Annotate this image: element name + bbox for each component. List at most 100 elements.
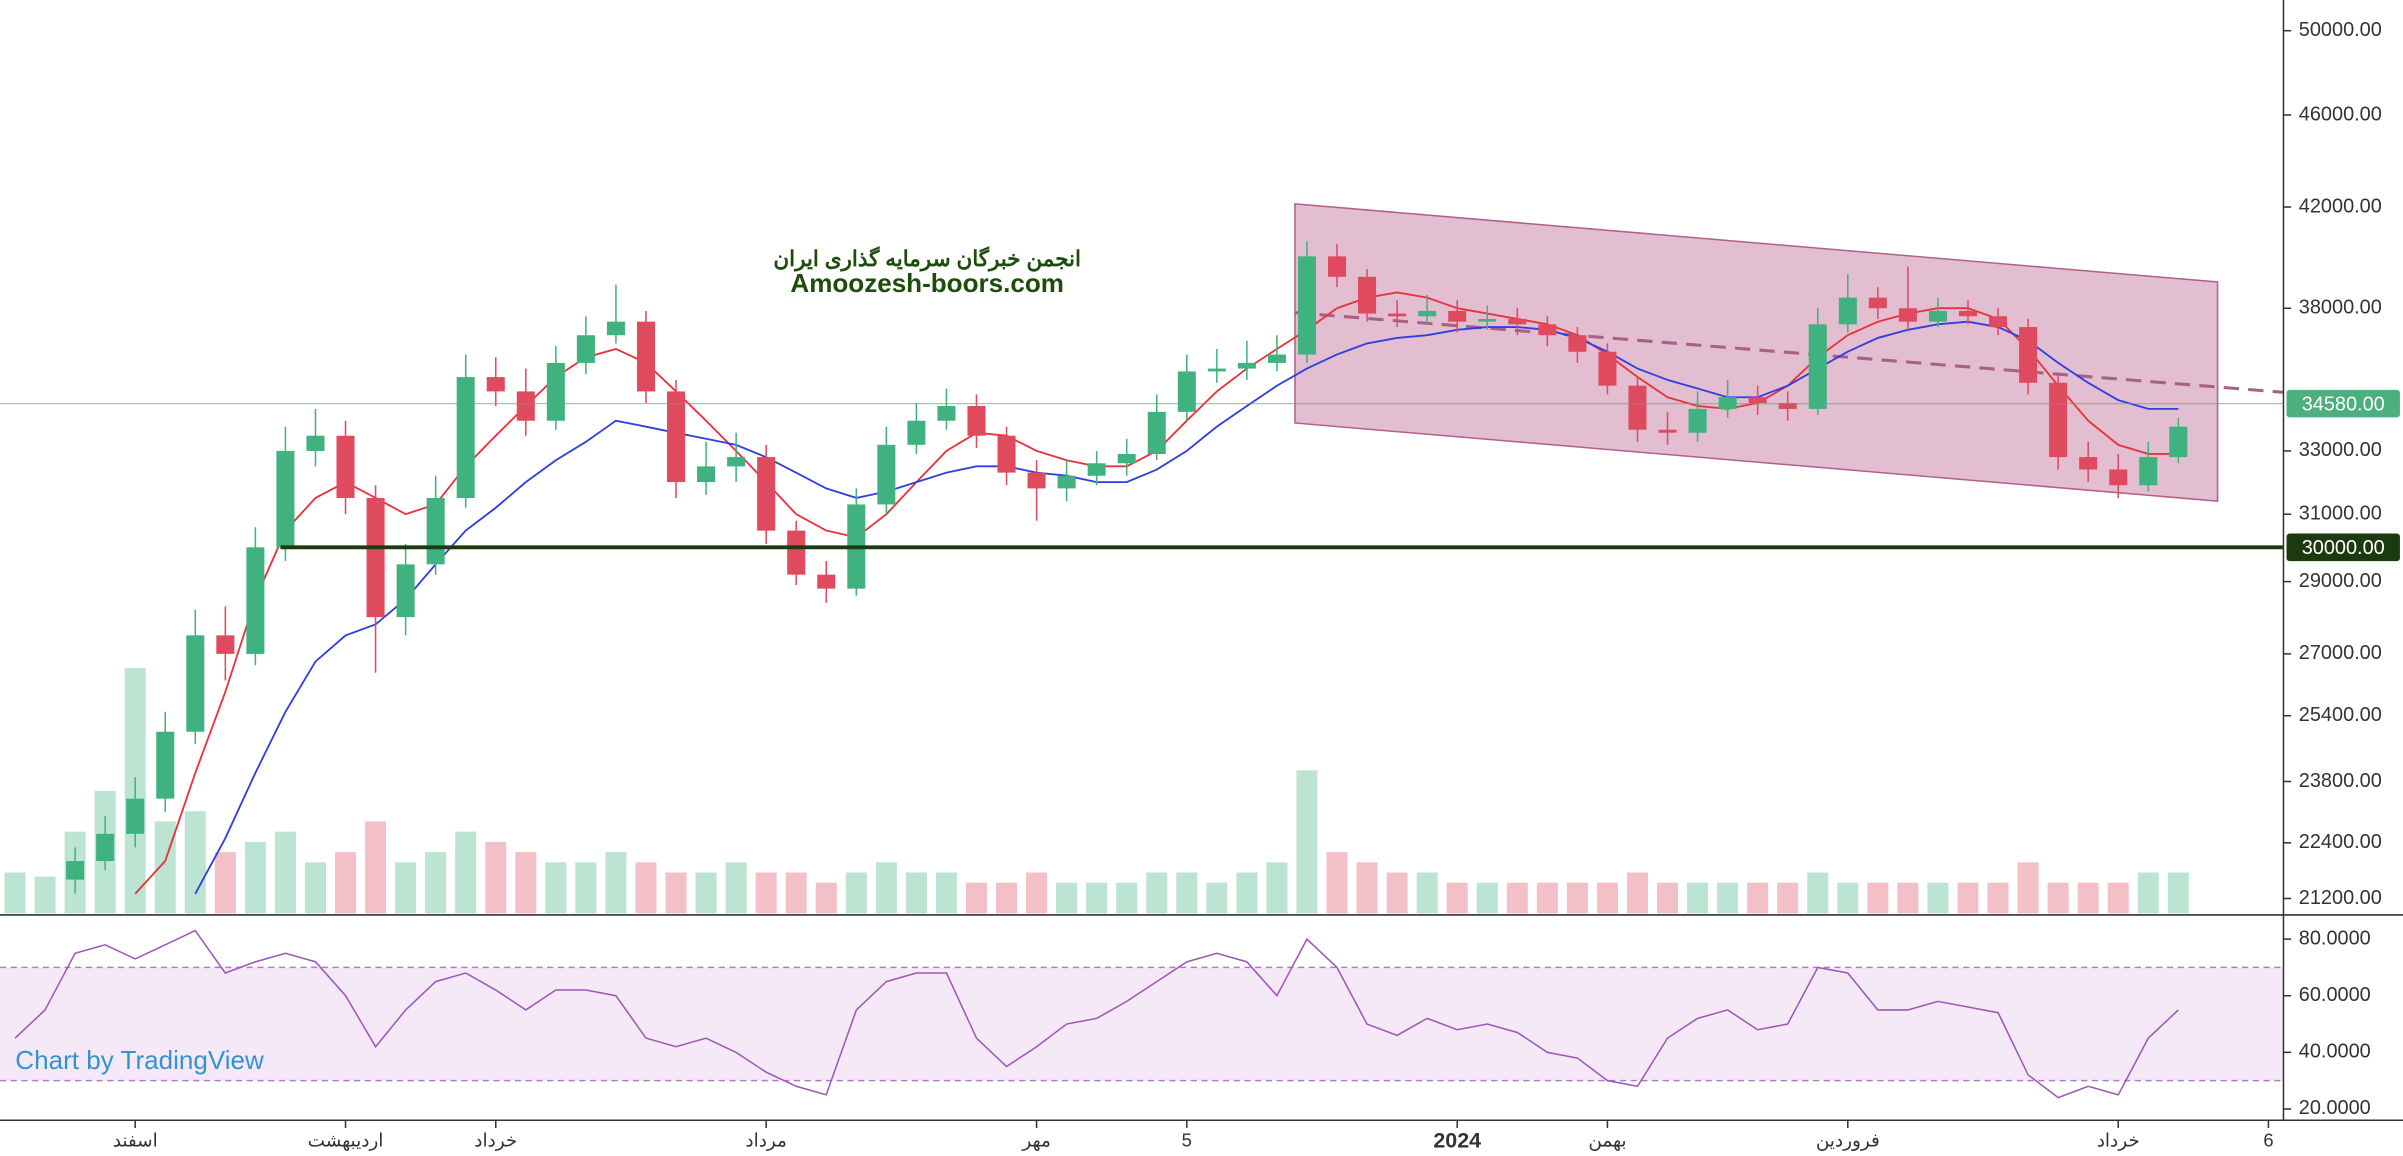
candle-body <box>2079 457 2098 470</box>
candle-body <box>66 861 85 880</box>
volume-bar <box>665 872 687 914</box>
x-tick-label: اردیبهشت <box>308 1130 384 1152</box>
volume-bar <box>1807 872 1829 914</box>
volume-bar <box>1777 882 1799 914</box>
volume-bar <box>875 862 897 914</box>
volume-bar <box>1596 882 1618 914</box>
volume-bar <box>274 831 296 914</box>
y-tick-label: 21200.00 <box>2299 887 2382 909</box>
candle-body <box>1898 308 1917 322</box>
volume-bar <box>575 862 597 914</box>
candle-body <box>1147 411 1166 455</box>
y-tick-label: 50000.00 <box>2299 19 2382 41</box>
candle-body <box>817 574 836 589</box>
volume-bar <box>1687 882 1709 914</box>
candle-body <box>306 435 325 451</box>
candle-body <box>1598 351 1617 386</box>
candle-body <box>1057 475 1076 489</box>
volume-bar <box>996 882 1018 914</box>
volume-bar <box>785 872 807 914</box>
rsi-band <box>0 967 2284 1081</box>
x-tick-label: 5 <box>1182 1130 1192 1151</box>
candle-body <box>877 444 896 505</box>
candle-body <box>1177 371 1196 412</box>
x-tick-label: مهر <box>1021 1130 1050 1152</box>
candle-body <box>456 377 475 498</box>
volume-bar <box>935 872 957 914</box>
candle-body <box>2139 457 2158 486</box>
volume-bar <box>244 841 266 914</box>
volume-bar <box>1536 882 1558 914</box>
volume-bar <box>1206 882 1228 914</box>
volume-bar <box>1476 882 1498 914</box>
watermark: انجمن خبرگان سرمایه گذاری ایران <box>773 246 1081 272</box>
candle-body <box>1388 313 1407 317</box>
volume-bar <box>1626 872 1648 914</box>
candle-body <box>1928 310 1947 322</box>
volume-bar <box>545 862 567 914</box>
volume-bar <box>365 821 387 914</box>
candle-body <box>1448 310 1467 322</box>
volume-bar <box>1086 882 1108 914</box>
y-tick-label: 38000.00 <box>2299 297 2382 319</box>
x-tick-label: فروردین <box>1816 1130 1880 1152</box>
candle-body <box>1958 310 1977 317</box>
volume-bar <box>2047 882 2069 914</box>
volume-bar <box>34 876 56 914</box>
candle-body <box>1418 310 1437 317</box>
candle-body <box>667 391 686 483</box>
candle-body <box>1658 429 1677 433</box>
candle-body <box>546 362 565 421</box>
volume-bar <box>845 872 867 914</box>
volume-bar <box>2017 862 2039 914</box>
volume-bar <box>2107 882 2129 914</box>
y-tick-label: 22400.00 <box>2299 831 2382 853</box>
y-tick-label: 33000.00 <box>2299 439 2382 461</box>
candle-body <box>636 321 655 392</box>
candle-body <box>1027 472 1046 489</box>
y-tick-label: 29000.00 <box>2299 570 2382 592</box>
candle-body <box>246 547 265 654</box>
volume-bar <box>1386 872 1408 914</box>
x-tick-label: بهمن <box>1588 1130 1626 1152</box>
y-tick-label: 27000.00 <box>2299 642 2382 664</box>
y-tick-label: 42000.00 <box>2299 195 2382 217</box>
volume-bar <box>335 852 357 914</box>
candle-body <box>186 635 205 732</box>
candle-body <box>787 530 806 575</box>
rsi-tick-label: 60.0000 <box>2299 984 2371 1006</box>
x-tick-label: 6 <box>2263 1130 2273 1151</box>
candle-body <box>216 635 235 654</box>
rsi-tick-label: 20.0000 <box>2299 1097 2371 1119</box>
x-tick-label: خرداد <box>2097 1130 2140 1152</box>
volume-bar <box>4 872 26 914</box>
candle-body <box>96 833 115 862</box>
candle-body <box>1538 324 1557 336</box>
y-tick-label: 46000.00 <box>2299 103 2382 125</box>
volume-bar <box>425 852 447 914</box>
candle-body <box>486 377 505 392</box>
candle-body <box>727 457 746 467</box>
candle-body <box>2109 469 2128 486</box>
x-tick-label: مرداد <box>745 1130 786 1152</box>
candle-body <box>1778 403 1797 409</box>
volume-bar <box>2137 872 2159 914</box>
volume-bar <box>154 821 176 914</box>
volume-bar <box>1867 882 1889 914</box>
volume-bar <box>1506 882 1528 914</box>
volume-bar <box>2077 882 2099 914</box>
volume-bar <box>635 862 657 914</box>
candle-body <box>907 420 926 445</box>
candle-body <box>1087 463 1106 476</box>
candle-body <box>697 466 716 483</box>
y-tick-label: 25400.00 <box>2299 704 2382 726</box>
volume-bar <box>1446 882 1468 914</box>
volume-bar <box>1296 770 1318 914</box>
volume-bar <box>1266 862 1288 914</box>
candle-body <box>126 798 145 834</box>
volume-bar <box>515 852 537 914</box>
volume-bar <box>725 862 747 914</box>
volume-bar <box>304 862 326 914</box>
candle-body <box>1989 316 2008 328</box>
price-label-box <box>2286 389 2400 418</box>
